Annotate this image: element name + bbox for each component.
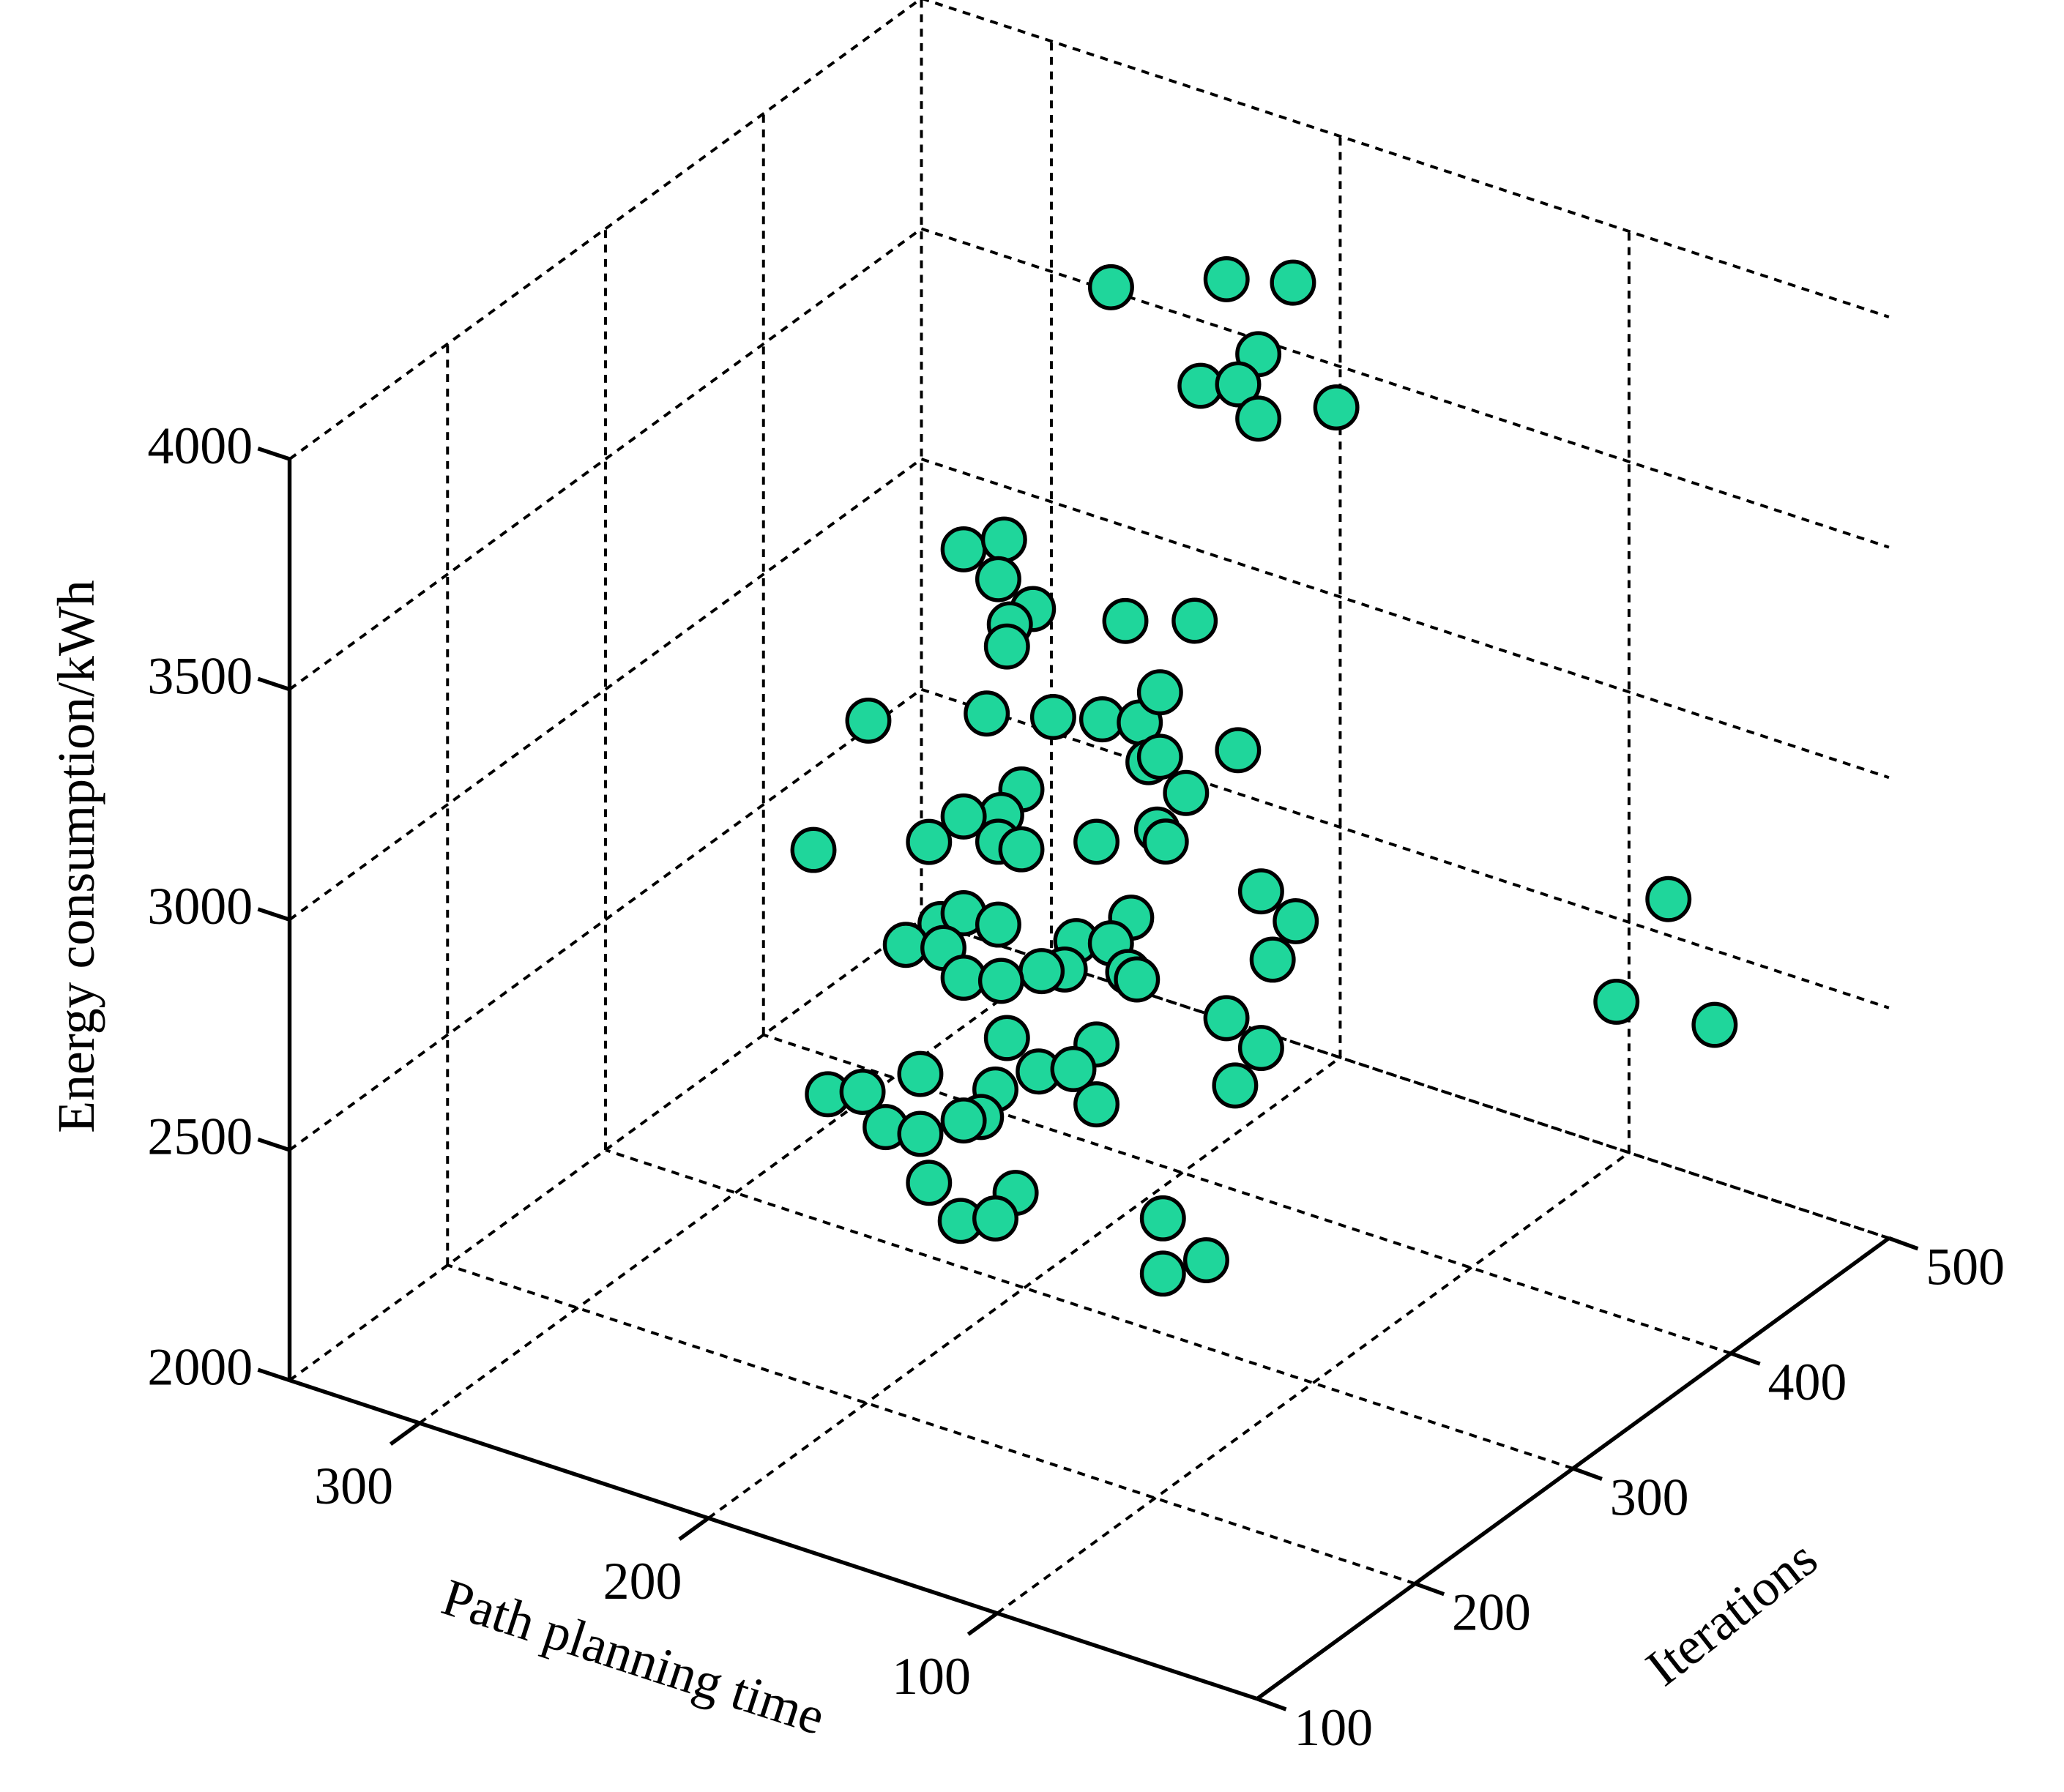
grid-line [605, 1149, 1574, 1470]
y-axis-label: Iterations [1635, 1528, 1828, 1697]
grid-line [288, 458, 923, 921]
point [1182, 1237, 1229, 1284]
point [1142, 818, 1189, 865]
grid-line [418, 961, 1053, 1425]
point [964, 690, 1010, 737]
point [972, 1195, 1018, 1242]
point [1139, 1195, 1186, 1242]
grid-line [921, 0, 1890, 318]
point [1171, 597, 1218, 644]
grid-line [707, 1056, 1341, 1520]
point [975, 901, 1021, 948]
z-tick-label: 2500 [147, 1108, 253, 1166]
z-tick [257, 1367, 291, 1383]
point [975, 556, 1021, 602]
z-tick-label: 3500 [147, 646, 253, 705]
grid-line [920, 227, 1890, 549]
grid-line [288, 688, 923, 1151]
point [940, 1097, 987, 1144]
grid-line [763, 1033, 1732, 1355]
point [1237, 1025, 1284, 1072]
point [897, 1050, 944, 1097]
z-tick [257, 907, 291, 922]
grid-line [920, 687, 1890, 1009]
point [1273, 897, 1319, 944]
point [1029, 693, 1076, 740]
x-axis [288, 1378, 1258, 1701]
point [1249, 936, 1296, 983]
point [1102, 597, 1149, 644]
point [1087, 264, 1134, 310]
z-tick-label: 4000 [147, 417, 253, 475]
y-tick [1572, 1466, 1603, 1481]
point [983, 623, 1030, 670]
y-tick-label: 300 [1610, 1468, 1689, 1526]
point [897, 1110, 944, 1157]
point [1050, 1046, 1097, 1092]
point [1215, 361, 1262, 408]
grid-line [447, 1263, 1416, 1586]
y-tick [1414, 1581, 1445, 1597]
point [1212, 1062, 1259, 1109]
point [1136, 669, 1183, 716]
x-tick [966, 1611, 999, 1636]
point [1235, 395, 1282, 442]
point [940, 793, 987, 840]
point [977, 957, 1024, 1004]
point [845, 697, 892, 744]
y-tick-label: 400 [1767, 1353, 1847, 1411]
point [1203, 995, 1250, 1042]
point [1163, 769, 1210, 816]
point [1215, 727, 1262, 774]
point [839, 1069, 886, 1115]
point [998, 826, 1045, 873]
point [1313, 384, 1360, 431]
point [1139, 1250, 1186, 1297]
z-tick [257, 1138, 291, 1152]
y-tick-label: 100 [1294, 1698, 1373, 1757]
y-tick [1256, 1697, 1287, 1711]
grid-line [288, 0, 922, 460]
point [1136, 733, 1183, 780]
z-tick-label: 2000 [147, 1337, 253, 1396]
point [1593, 978, 1640, 1025]
z-tick-label: 3000 [147, 877, 253, 936]
y-tick-label: 500 [1926, 1238, 2005, 1296]
point [1018, 948, 1065, 995]
point [1691, 1001, 1738, 1048]
y-tick [1888, 1236, 1919, 1251]
point [983, 1015, 1030, 1061]
x-tick [678, 1516, 710, 1541]
point [1114, 956, 1160, 1003]
x-tick [389, 1421, 421, 1446]
grid-line [920, 918, 1890, 1240]
x-tick-label: 300 [314, 1457, 393, 1515]
point [1203, 255, 1250, 302]
y-tick [1730, 1351, 1761, 1366]
z-tick [257, 676, 291, 692]
grid-line [288, 227, 923, 691]
point [940, 526, 987, 572]
z-tick [257, 447, 291, 461]
point [906, 818, 953, 865]
point [1270, 259, 1316, 306]
x-tick-label: 100 [892, 1647, 971, 1706]
point [1645, 876, 1692, 922]
point [1237, 868, 1284, 915]
z-axis-label: Energy consumption/kWh [47, 580, 105, 1133]
point [790, 826, 837, 873]
grid-line [920, 458, 1890, 780]
grid-line [996, 1151, 1631, 1615]
x-tick-label: 200 [603, 1552, 682, 1610]
point [980, 516, 1027, 563]
grid-line [288, 918, 923, 1382]
point [1073, 818, 1120, 865]
point [1073, 1081, 1120, 1128]
point [906, 1160, 953, 1206]
y-tick-label: 200 [1452, 1583, 1531, 1642]
